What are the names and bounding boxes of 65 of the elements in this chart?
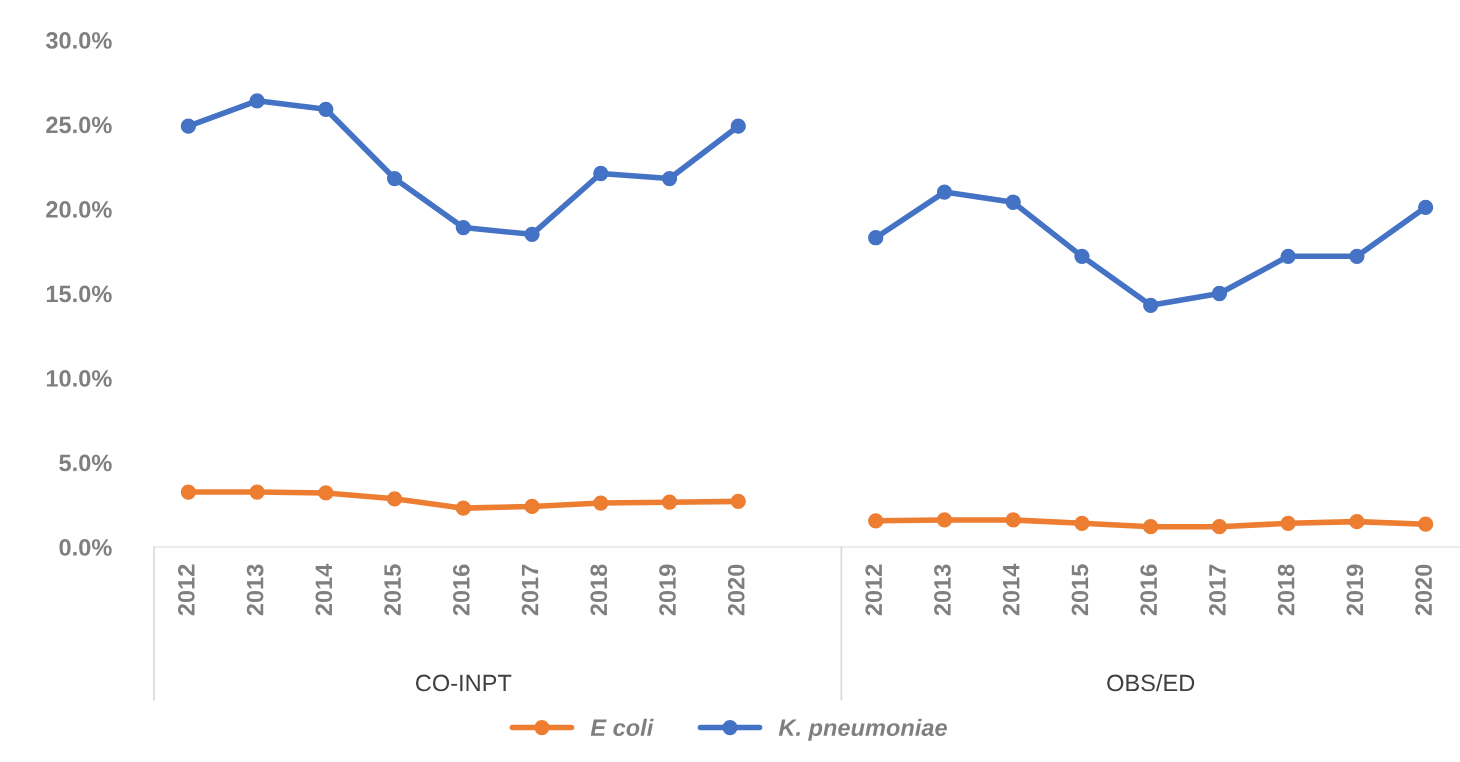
x-tick-label: 2017: [1209, 564, 1226, 616]
point: [868, 230, 884, 246]
x-tick-label: 2016: [452, 564, 470, 616]
point: [730, 118, 746, 134]
point: [180, 118, 197, 134]
point: [318, 485, 334, 501]
x-tick-label: 2013: [934, 564, 951, 616]
x-tick-label: 2019: [659, 564, 676, 616]
y-tick-label: 0.0%: [59, 539, 112, 556]
point: [455, 219, 471, 236]
point: [524, 498, 540, 515]
x-tick-label: 2012: [865, 564, 883, 616]
x-tick-label: 2019: [1346, 564, 1364, 616]
point: [936, 512, 953, 528]
point: [1417, 516, 1434, 532]
point: [593, 495, 609, 511]
y-tick-label: 20.0%: [46, 201, 112, 218]
x-tick-label: 2018: [1277, 564, 1295, 616]
point: [1280, 515, 1296, 531]
x-tick-label: 2014: [315, 563, 333, 616]
point: [1005, 194, 1021, 210]
x-tick-label: 2020: [1415, 564, 1432, 616]
y-tick-label: 25.0%: [46, 116, 112, 134]
point: [661, 170, 678, 187]
x-tick-label: 2015: [384, 564, 401, 616]
x-tick-label: 2017: [521, 564, 539, 616]
point: [1143, 297, 1159, 313]
x-tick-label: 2015: [1071, 564, 1089, 616]
x-tick-label: 2018: [590, 564, 608, 616]
text: OBS/ED: [1107, 673, 1195, 692]
y-tick-label: 30.0%: [45, 32, 112, 49]
text: CO-INPT: [415, 674, 512, 692]
point: [524, 226, 540, 242]
point: [386, 170, 403, 187]
legend-label: E coli: [590, 718, 654, 737]
point: [386, 491, 403, 507]
x-tick-label: 2012: [177, 564, 195, 616]
point: [249, 93, 265, 109]
point: [180, 484, 197, 500]
x-tick-label: 2013: [246, 564, 264, 616]
x-tick-label: 2016: [1140, 564, 1158, 616]
point: [1349, 248, 1365, 264]
point: [661, 494, 678, 510]
legend-label: K. pneumoniae: [778, 718, 947, 741]
x-tick-label: 2020: [727, 564, 745, 616]
point: [455, 500, 471, 516]
point: [1280, 248, 1296, 264]
x-tick-label: 2014: [1002, 563, 1020, 616]
point: [1211, 285, 1228, 302]
point: [1074, 515, 1090, 531]
point: [1211, 519, 1228, 535]
point: [868, 513, 884, 529]
y-tick-label: 10.0%: [46, 370, 112, 387]
point: [1005, 512, 1021, 528]
point: [1143, 519, 1159, 535]
point: [1417, 199, 1434, 215]
point: [1074, 248, 1090, 264]
y-tick-label: 15.0%: [46, 285, 112, 303]
y-tick-label: 5.0%: [59, 454, 112, 472]
point: [249, 484, 265, 500]
point: [318, 101, 334, 117]
point: [1349, 514, 1365, 530]
point: [593, 165, 609, 182]
point: [936, 184, 953, 200]
point: [730, 493, 746, 510]
